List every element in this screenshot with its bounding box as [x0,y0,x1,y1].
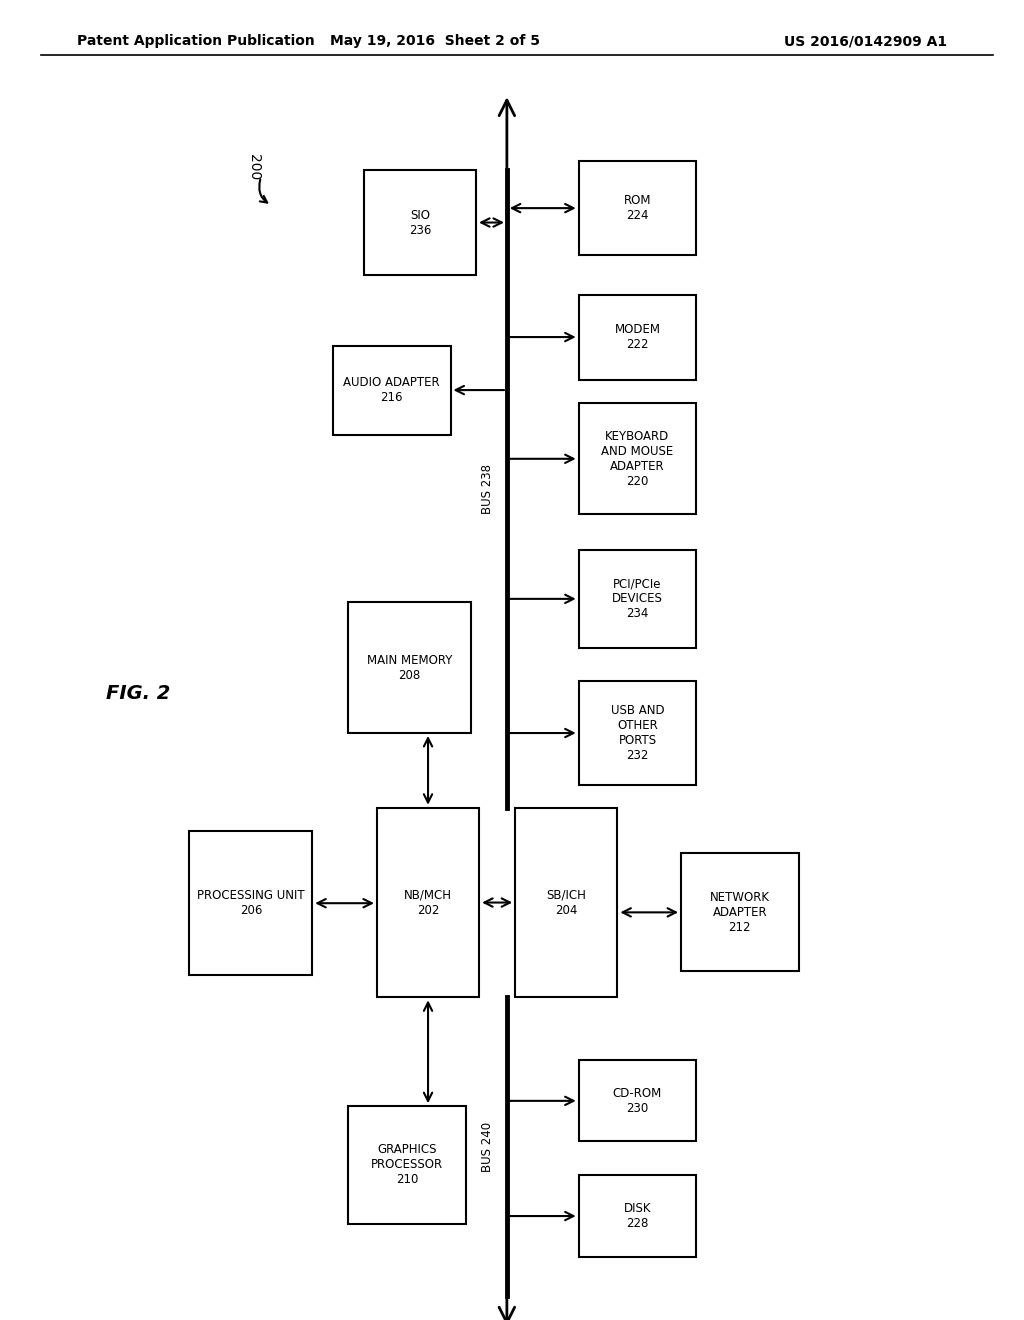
Text: NETWORK
ADAPTER
212: NETWORK ADAPTER 212 [710,891,770,933]
Text: GRAPHICS
PROCESSOR
210: GRAPHICS PROCESSOR 210 [371,1143,443,1187]
Text: BUS 240: BUS 240 [480,1122,494,1172]
FancyBboxPatch shape [515,808,617,998]
Text: SIO
236: SIO 236 [409,209,431,236]
FancyBboxPatch shape [681,854,799,972]
FancyBboxPatch shape [579,1176,696,1257]
Text: 200: 200 [247,154,261,181]
FancyBboxPatch shape [579,549,696,648]
Text: USB AND
OTHER
PORTS
232: USB AND OTHER PORTS 232 [610,704,665,762]
Text: AUDIO ADAPTER
216: AUDIO ADAPTER 216 [343,376,440,404]
FancyBboxPatch shape [333,346,451,434]
Text: ROM
224: ROM 224 [624,194,651,222]
Text: MAIN MEMORY
208: MAIN MEMORY 208 [367,653,453,681]
Text: PROCESSING UNIT
206: PROCESSING UNIT 206 [197,890,305,917]
Text: FIG. 2: FIG. 2 [106,684,170,704]
FancyBboxPatch shape [377,808,479,998]
Text: PCI/PCIe
DEVICES
234: PCI/PCIe DEVICES 234 [612,577,663,620]
Text: SB/ICH
204: SB/ICH 204 [547,888,586,916]
FancyBboxPatch shape [348,602,471,733]
FancyBboxPatch shape [579,403,696,515]
Text: CD-ROM
230: CD-ROM 230 [612,1086,663,1115]
FancyBboxPatch shape [579,1060,696,1142]
FancyBboxPatch shape [189,832,312,975]
Text: May 19, 2016  Sheet 2 of 5: May 19, 2016 Sheet 2 of 5 [330,34,541,48]
Text: NB/MCH
202: NB/MCH 202 [404,888,452,916]
Text: Patent Application Publication: Patent Application Publication [77,34,314,48]
FancyBboxPatch shape [364,170,476,275]
FancyBboxPatch shape [579,161,696,255]
Text: US 2016/0142909 A1: US 2016/0142909 A1 [783,34,947,48]
FancyBboxPatch shape [348,1106,466,1224]
Text: BUS 238: BUS 238 [480,463,494,513]
Text: DISK
228: DISK 228 [624,1203,651,1230]
FancyBboxPatch shape [579,294,696,380]
Text: MODEM
222: MODEM 222 [614,323,660,351]
Text: KEYBOARD
AND MOUSE
ADAPTER
220: KEYBOARD AND MOUSE ADAPTER 220 [601,430,674,488]
FancyBboxPatch shape [579,681,696,785]
